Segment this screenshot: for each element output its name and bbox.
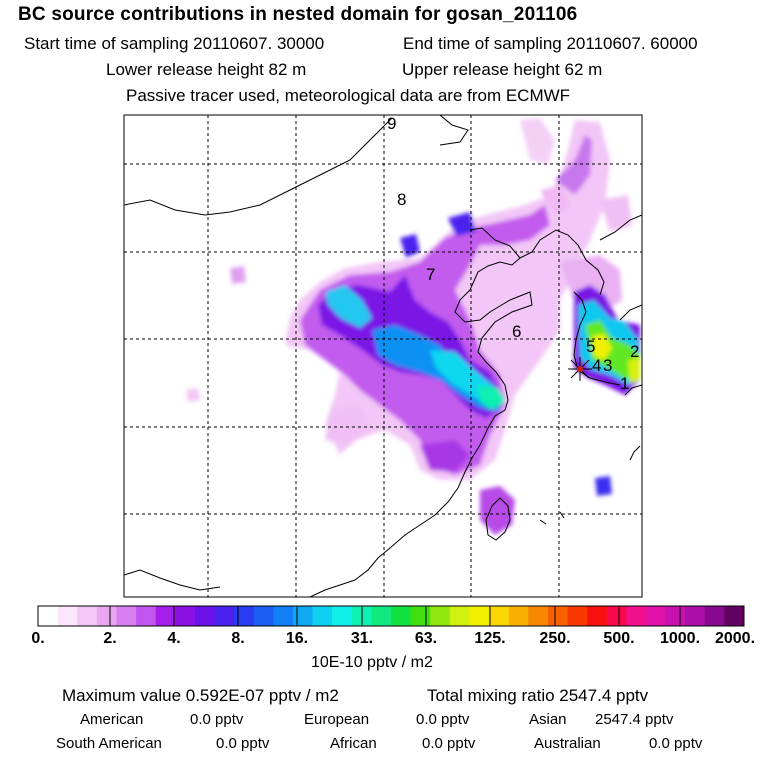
colorbar-swatch: [606, 606, 627, 626]
region-value: 0.0 pptv: [216, 735, 270, 752]
colorbar-swatch: [724, 606, 745, 626]
trajectory-label: 4: [592, 356, 602, 375]
colorbar-swatch: [567, 606, 588, 626]
colorbar-frame: [37, 605, 745, 627]
region-name: African: [330, 735, 377, 752]
colorbar-tick: 250.: [539, 630, 571, 647]
region-value: 2547.4 pptv: [595, 711, 674, 728]
region-value: 0.0 pptv: [416, 711, 470, 728]
colorbar-swatch: [489, 606, 509, 626]
colorbar-swatch: [626, 606, 647, 626]
colorbar-swatch: [704, 606, 725, 626]
colorbar-tick: 16.: [285, 630, 309, 647]
region-name: South American: [56, 735, 162, 752]
colorbar-tick: 125.: [474, 630, 506, 647]
colorbar-tick: 0.: [31, 630, 45, 647]
colorbar-swatch: [38, 606, 58, 626]
trajectory-label: 5: [586, 337, 596, 356]
lower-release-height: Lower release height 82 m: [106, 60, 307, 79]
colorbar-swatch: [410, 606, 431, 626]
region-value: 0.0 pptv: [649, 735, 703, 752]
region-name: American: [80, 711, 144, 728]
region-value: 0.0 pptv: [422, 735, 476, 752]
colorbar-swatch: [508, 606, 529, 626]
colorbar-swatch: [665, 606, 686, 626]
colorbar-swatch: [312, 606, 333, 626]
tracer-note: Passive tracer used, meteorological data…: [126, 86, 571, 105]
trajectory-label: 1: [620, 374, 630, 393]
colorbar-swatch: [234, 606, 255, 626]
max-value: Maximum value 0.592E-07 pptv / m2: [62, 686, 339, 705]
trajectory-label: 8: [397, 190, 407, 209]
colorbar-swatch: [214, 606, 235, 626]
colorbar-tick: 500.: [603, 630, 635, 647]
colorbar-tick: 31.: [350, 630, 374, 647]
map-gridlines: [124, 115, 642, 597]
coastlines: [124, 115, 642, 597]
colorbar-swatch: [194, 606, 215, 626]
receptor-star-icon: [568, 357, 592, 381]
colorbar-swatch: [175, 606, 196, 626]
colorbar-swatch: [645, 606, 666, 626]
colorbar-swatch: [547, 606, 568, 626]
colorbar-swatch: [273, 606, 294, 626]
colorbar-swatch: [430, 606, 451, 626]
colorbar-swatch: [96, 606, 117, 626]
colorbar-unit: 10E-10 pptv / m2: [311, 654, 433, 671]
start-time: Start time of sampling 20110607. 30000: [24, 34, 325, 53]
colorbar-tick: 2.: [103, 630, 117, 647]
colorbar: [37, 605, 745, 627]
colorbar-swatch: [587, 606, 608, 626]
total-mixing-ratio: Total mixing ratio 2547.4 pptv: [427, 686, 649, 705]
trajectory-label: 2: [630, 342, 640, 361]
colorbar-swatch: [136, 606, 156, 626]
colorbar-tick: 4.: [167, 630, 181, 647]
colorbar-swatch: [391, 606, 411, 626]
region-name: Asian: [529, 711, 567, 728]
colorbar-swatch: [449, 606, 470, 626]
colorbar-tick: 63.: [414, 630, 438, 647]
colorbar-swatch: [292, 606, 313, 626]
colorbar-tick: 8.: [231, 630, 245, 647]
trajectory-label: 7: [426, 265, 436, 284]
region-value: 0.0 pptv: [190, 711, 244, 728]
colorbar-swatch: [371, 606, 392, 626]
colorbar-tick: 2000.: [714, 630, 756, 647]
region-name: European: [304, 711, 370, 728]
colorbar-swatch: [528, 606, 549, 626]
colorbar-swatch: [155, 606, 176, 626]
colorbar-swatch: [116, 606, 137, 626]
colorbar-swatch: [469, 606, 490, 626]
trajectory-label: 9: [387, 114, 397, 133]
region-name: Australian: [534, 735, 601, 752]
plot-title: BC source contributions in nested domain…: [18, 4, 578, 25]
colorbar-swatch: [57, 606, 78, 626]
plume-layer: [186, 118, 640, 535]
colorbar-swatch: [77, 606, 98, 626]
trajectory-label: 3: [603, 356, 613, 375]
colorbar-swatch: [685, 606, 706, 626]
colorbar-swatch: [253, 606, 274, 626]
colorbar-swatch: [332, 606, 353, 626]
colorbar-tick: 1000.: [659, 630, 701, 647]
map-frame: [123, 114, 643, 598]
end-time: End time of sampling 20110607. 60000: [403, 34, 698, 53]
upper-release-height: Upper release height 62 m: [402, 60, 603, 79]
trajectory-label: 6: [512, 322, 522, 341]
